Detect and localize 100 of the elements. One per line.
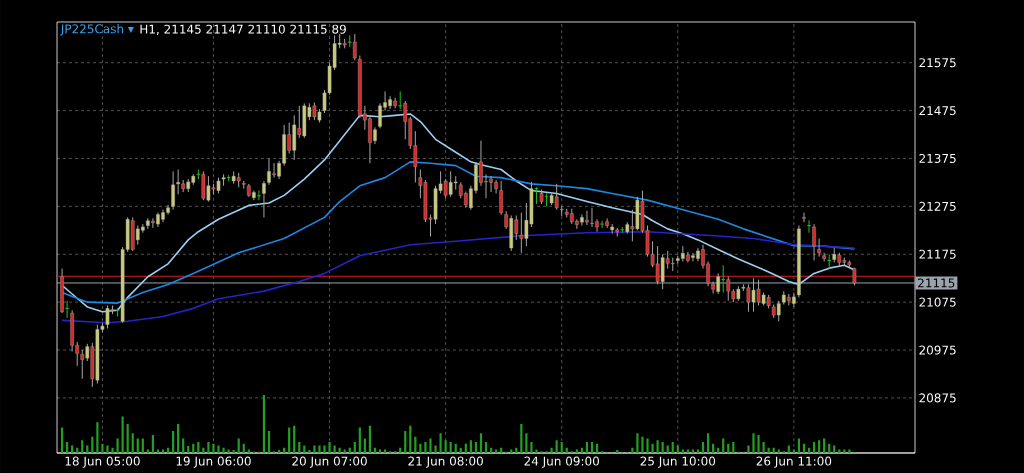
bar <box>207 441 210 453</box>
bar <box>787 445 790 453</box>
bar <box>141 438 144 453</box>
bar <box>550 447 553 453</box>
bar <box>166 447 170 453</box>
bar <box>242 443 245 453</box>
bar <box>182 438 185 453</box>
bar <box>429 438 432 453</box>
y-tick-label: 21275 <box>919 201 956 211</box>
x-tick-label: 18 Jun 05:00 <box>65 456 140 468</box>
bar <box>151 435 155 453</box>
bar <box>121 416 124 453</box>
bar <box>565 447 568 453</box>
chart-title: JP225Cash ▾ <box>60 24 134 36</box>
bar <box>232 450 235 453</box>
bar <box>419 443 422 453</box>
bar <box>484 441 488 453</box>
bar <box>701 441 705 453</box>
bar <box>631 447 634 453</box>
bar <box>762 441 765 453</box>
bar <box>802 443 806 453</box>
bar <box>752 433 755 453</box>
bar <box>333 445 336 453</box>
bar <box>303 445 306 453</box>
ref-line-label: 21115 <box>918 278 955 288</box>
bar <box>424 441 427 453</box>
x-tick-label: 26 Jun 11:00 <box>756 456 832 468</box>
bar <box>479 433 483 453</box>
bar <box>797 438 801 453</box>
bar <box>656 440 659 453</box>
candlestick <box>499 180 503 216</box>
candlestick <box>347 34 353 48</box>
bar <box>111 447 114 453</box>
bar <box>399 447 402 453</box>
bar <box>439 433 442 453</box>
bar <box>747 445 750 453</box>
bar <box>459 447 462 453</box>
candlestick <box>262 180 266 218</box>
chart-subtitle: H1, 21145 21147 21110 21115 89 <box>140 24 346 35</box>
bar <box>520 423 523 453</box>
bar <box>313 445 316 453</box>
bar <box>222 447 225 453</box>
bar <box>676 445 679 453</box>
bar <box>464 443 467 453</box>
candlestick <box>397 90 403 110</box>
x-tick-label: 20 Jun 07:00 <box>292 456 367 468</box>
candlestick <box>802 212 806 223</box>
candlestick <box>559 205 564 217</box>
bar <box>308 450 311 453</box>
bar <box>722 438 725 453</box>
bar <box>202 447 205 453</box>
bar <box>727 443 730 453</box>
bar <box>636 433 639 453</box>
bar <box>323 445 326 453</box>
candlestick <box>605 217 609 229</box>
bar <box>86 445 89 453</box>
bar <box>560 441 563 453</box>
bar <box>434 445 437 453</box>
bar <box>646 438 649 453</box>
bar <box>807 447 811 453</box>
bar <box>338 447 341 453</box>
candlestick <box>599 220 605 229</box>
x-tick-label: 24 Jun 09:00 <box>524 456 600 468</box>
bar <box>318 445 321 453</box>
bar <box>535 449 538 453</box>
bar <box>767 447 770 453</box>
bar <box>192 443 195 453</box>
bar <box>585 441 589 453</box>
bar <box>833 445 836 453</box>
bar <box>661 441 664 453</box>
candlestick <box>812 223 816 261</box>
bar <box>823 438 826 453</box>
bar <box>217 445 220 453</box>
bar <box>328 441 331 453</box>
bar <box>449 441 452 453</box>
bar <box>283 447 286 453</box>
bar <box>363 438 366 453</box>
y-tick-label: 20975 <box>919 345 956 355</box>
bar <box>212 443 215 453</box>
candlestick <box>817 237 821 258</box>
candlestick <box>352 33 357 61</box>
bar <box>651 443 654 453</box>
bar <box>530 441 533 453</box>
x-tick-label: 19 Jun 06:00 <box>176 456 251 468</box>
bar <box>828 443 831 453</box>
bar <box>732 441 735 453</box>
bar <box>106 445 109 453</box>
bar <box>706 433 710 453</box>
bar <box>358 427 361 453</box>
y-tick-label: 21075 <box>919 297 956 307</box>
bar <box>71 445 74 453</box>
bar <box>717 447 720 453</box>
bar <box>469 440 472 453</box>
x-tick-label: 25 Jun 10:00 <box>640 456 716 468</box>
bar <box>277 450 281 453</box>
bar <box>368 425 372 453</box>
bar <box>116 438 119 453</box>
y-tick-label: 21575 <box>919 58 956 68</box>
bar <box>293 425 296 453</box>
bar <box>525 433 528 453</box>
